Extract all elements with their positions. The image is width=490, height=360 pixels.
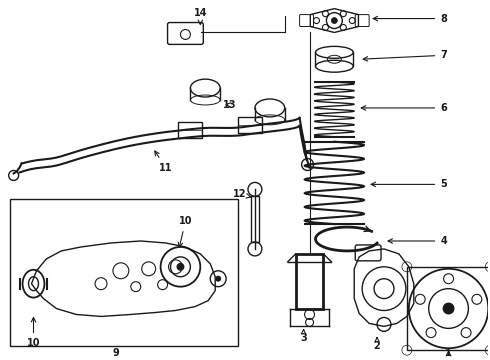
Text: 3: 3: [300, 330, 307, 343]
Circle shape: [176, 263, 184, 271]
Bar: [238, 117, 262, 133]
Text: 9: 9: [113, 348, 119, 358]
Bar: [295, 254, 323, 309]
Text: 4: 4: [388, 236, 447, 246]
Circle shape: [442, 302, 455, 315]
Text: 1: 1: [445, 348, 452, 358]
Text: 2: 2: [374, 338, 380, 351]
Circle shape: [331, 18, 337, 23]
Text: 10: 10: [27, 318, 40, 348]
Text: 11: 11: [155, 151, 172, 172]
Bar: [251, 196, 259, 242]
Bar: [407, 267, 490, 350]
Circle shape: [215, 276, 221, 282]
Text: 6: 6: [361, 103, 447, 113]
Text: 13: 13: [223, 100, 237, 110]
Text: 14: 14: [194, 8, 207, 24]
Text: 5: 5: [371, 179, 447, 189]
Bar: [10, 199, 238, 346]
Text: 12: 12: [233, 189, 251, 199]
Text: 8: 8: [373, 14, 447, 23]
Text: 10: 10: [178, 216, 192, 247]
Bar: [178, 122, 202, 138]
Text: 7: 7: [363, 50, 447, 61]
